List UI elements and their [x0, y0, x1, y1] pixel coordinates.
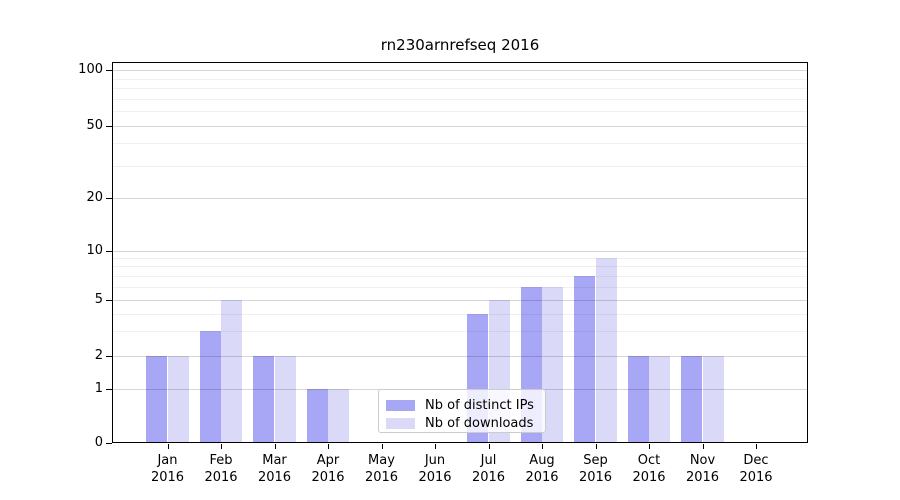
y-tick-mark-50 — [106, 125, 112, 127]
x-tick-mark-mar — [274, 444, 276, 449]
x-tick-label-feb: Feb 2016 — [204, 453, 238, 485]
y-tick-mark-10 — [106, 250, 112, 252]
y-tick-mark-20 — [106, 198, 112, 199]
y-tick-mark-2 — [106, 356, 112, 357]
gridline-60 — [112, 110, 808, 112]
gridline-90 — [112, 78, 808, 80]
gridline-70 — [112, 98, 808, 100]
gridline-7 — [112, 275, 808, 277]
gridline-2 — [112, 356, 808, 357]
x-tick-label-sep: Sep 2016 — [578, 453, 613, 485]
x-tick-label-jan: Jan 2016 — [150, 453, 185, 485]
gridline-10 — [112, 250, 808, 252]
gridline-30 — [112, 165, 808, 167]
x-tick-label-nov: Nov 2016 — [685, 453, 720, 485]
legend-swatch-distinct-ips — [386, 399, 415, 411]
gridline-6 — [112, 286, 808, 288]
x-tick-mark-aug — [542, 444, 543, 449]
chart-title: rn230arnrefseq 2016 — [380, 36, 540, 54]
x-tick-mark-may — [381, 444, 383, 449]
bar-jan-distinct-ips — [146, 356, 168, 443]
gridline-50 — [112, 125, 808, 127]
y-tick-mark-0 — [106, 443, 112, 444]
bar-mar-distinct-ips — [253, 356, 275, 443]
gridline-20 — [112, 198, 808, 199]
bar-oct-downloads — [649, 356, 671, 443]
y-tick-label-0: 0 — [94, 435, 103, 450]
legend: Nb of distinct IPs Nb of downloads — [378, 389, 546, 433]
bar-mar-downloads — [274, 356, 296, 443]
y-tick-mark-1 — [106, 389, 112, 390]
y-tick-label-2: 2 — [94, 348, 103, 363]
gridline-9 — [112, 258, 808, 260]
bottom-spine — [112, 442, 808, 443]
x-tick-mark-jul — [488, 444, 490, 449]
y-tick-mark-5 — [106, 300, 112, 301]
x-tick-mark-apr — [328, 444, 329, 449]
x-tick-label-oct: Oct 2016 — [632, 453, 666, 485]
y-tick-label-5: 5 — [94, 292, 103, 307]
bar-jan-downloads — [167, 356, 189, 443]
y-tick-label-10: 10 — [86, 242, 103, 258]
gridline-3 — [112, 331, 808, 333]
gridline-40 — [112, 143, 808, 145]
legend-label-downloads: Nb of downloads — [425, 415, 534, 431]
right-spine — [807, 62, 808, 443]
x-tick-mark-feb — [221, 444, 222, 449]
gridline-100 — [112, 70, 808, 72]
x-tick-mark-oct — [649, 444, 650, 449]
x-tick-mark-sep — [595, 444, 597, 449]
x-tick-mark-nov — [702, 444, 704, 449]
bar-apr-downloads — [328, 389, 350, 443]
bar-aug-downloads — [542, 286, 564, 443]
y-tick-label-20: 20 — [86, 190, 103, 205]
x-tick-mark-dec — [756, 444, 757, 449]
bar-feb-downloads — [221, 300, 243, 443]
x-tick-label-jul: Jul 2016 — [471, 453, 506, 485]
bar-nov-distinct-ips — [681, 356, 703, 443]
y-tick-label-100: 100 — [78, 62, 103, 78]
gridline-8 — [112, 266, 808, 268]
gridline-80 — [112, 88, 808, 90]
y-tick-mark-100 — [106, 70, 112, 72]
gridline-4 — [112, 313, 808, 315]
legend-swatch-downloads — [386, 417, 415, 429]
bar-apr-distinct-ips — [306, 389, 328, 443]
y-tick-label-50: 50 — [86, 117, 103, 133]
bar-sep-distinct-ips — [574, 275, 596, 443]
x-tick-label-dec: Dec 2016 — [739, 453, 773, 485]
x-tick-label-aug: Aug 2016 — [525, 453, 559, 485]
x-tick-label-may: May 2016 — [364, 453, 399, 485]
bar-feb-distinct-ips — [199, 331, 221, 443]
legend-label-distinct-ips: Nb of distinct IPs — [425, 397, 534, 413]
bar-nov-downloads — [702, 356, 724, 443]
top-spine — [112, 62, 808, 63]
x-tick-label-apr: Apr 2016 — [311, 453, 345, 485]
x-tick-mark-jan — [167, 444, 169, 449]
left-spine — [112, 62, 113, 443]
x-tick-label-jun: Jun 2016 — [418, 453, 452, 485]
bar-oct-distinct-ips — [627, 356, 649, 443]
gridline-5 — [112, 300, 808, 301]
x-tick-label-mar: Mar 2016 — [257, 453, 292, 485]
bar-sep-downloads — [595, 258, 617, 443]
x-tick-mark-jun — [435, 444, 436, 449]
plot-area — [112, 62, 808, 443]
y-tick-label-1: 1 — [94, 381, 103, 396]
